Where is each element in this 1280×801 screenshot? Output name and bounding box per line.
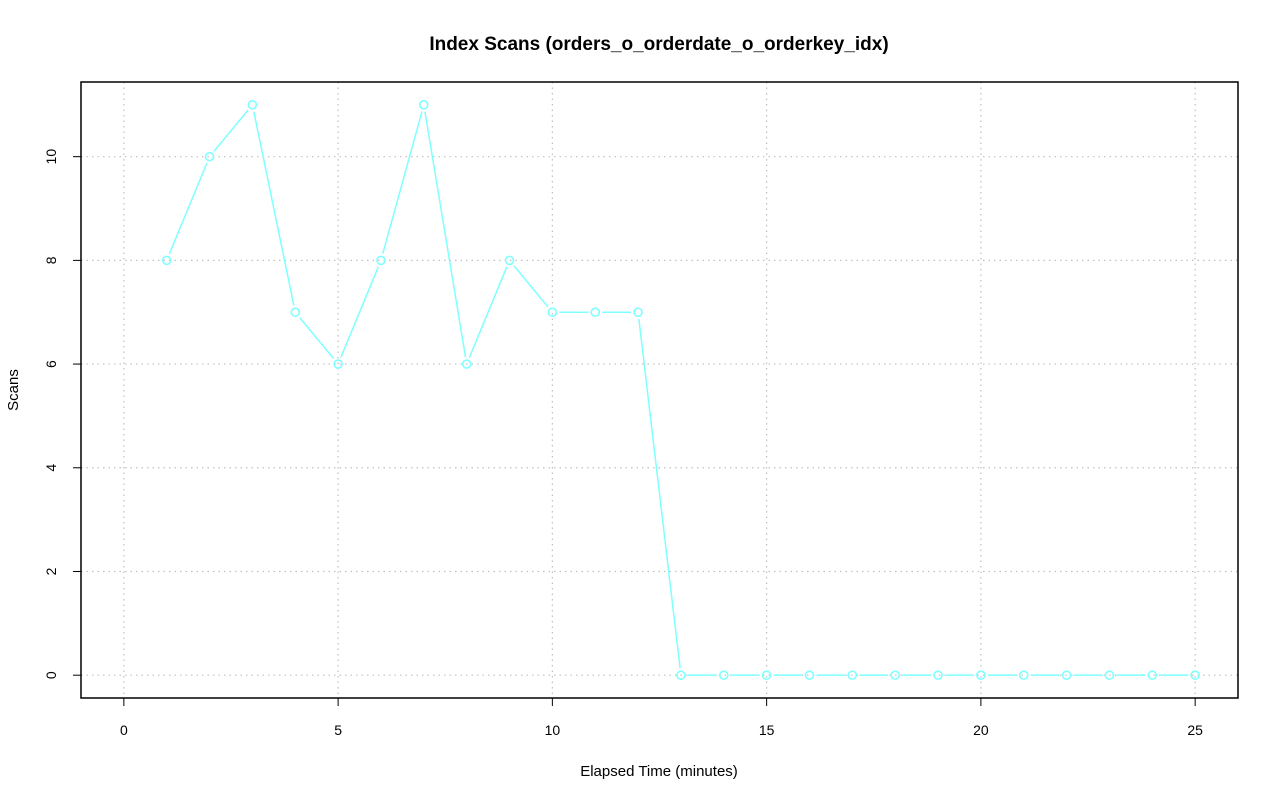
series-segment xyxy=(638,319,681,669)
series-segment xyxy=(213,109,249,152)
series-segment xyxy=(168,162,208,255)
data-point xyxy=(676,670,686,680)
data-point xyxy=(633,307,643,318)
axes: 0 5 10 15 20 25 0 2 4 6 8 10 xyxy=(43,149,1203,738)
data-point xyxy=(204,151,215,162)
series-segment xyxy=(340,266,379,358)
data-point xyxy=(804,670,815,680)
series-segment xyxy=(424,111,467,358)
data-point xyxy=(761,670,772,680)
data-point xyxy=(1147,670,1158,680)
data-point xyxy=(933,670,943,680)
data-point xyxy=(1018,670,1029,680)
y-tick-label: 4 xyxy=(43,464,59,472)
data-point xyxy=(419,100,429,110)
x-tick-label: 5 xyxy=(334,722,342,738)
data-point xyxy=(247,100,258,110)
series-segment xyxy=(299,317,335,360)
y-tick-label: 0 xyxy=(43,671,59,679)
data-point xyxy=(1104,670,1115,680)
data-point xyxy=(333,359,343,369)
series-segment xyxy=(468,266,508,358)
data-point xyxy=(376,255,386,266)
plot-frame xyxy=(80,81,1239,699)
data-point xyxy=(976,670,986,680)
data-point xyxy=(718,670,729,680)
x-tick-label: 25 xyxy=(1187,722,1203,738)
y-tick-label: 6 xyxy=(43,360,59,368)
data-point xyxy=(1190,670,1200,680)
data-point xyxy=(847,670,858,680)
data-point xyxy=(590,307,601,318)
series-segment xyxy=(513,265,549,308)
grid xyxy=(81,82,1238,698)
x-axis-label: Elapsed Time (minutes) xyxy=(580,763,738,780)
data-point xyxy=(290,307,301,318)
series-segment xyxy=(253,111,295,306)
y-tick-label: 2 xyxy=(43,567,59,575)
y-axis-label: Scans xyxy=(5,369,22,411)
x-tick-label: 10 xyxy=(545,722,561,738)
x-tick-label: 20 xyxy=(973,722,989,738)
x-tick-label: 0 xyxy=(120,722,128,738)
data-point xyxy=(1061,670,1072,680)
data-point xyxy=(161,255,172,266)
series-layer xyxy=(161,100,1200,680)
data-point xyxy=(890,670,900,680)
y-tick-label: 10 xyxy=(43,149,59,165)
data-point xyxy=(547,307,558,318)
chart-title: Index Scans (orders_o_orderdate_o_orderk… xyxy=(429,34,888,55)
data-point xyxy=(504,255,515,266)
series-segment xyxy=(382,111,423,254)
x-tick-label: 15 xyxy=(759,722,775,738)
y-tick-label: 8 xyxy=(43,256,59,264)
data-point xyxy=(461,359,472,369)
